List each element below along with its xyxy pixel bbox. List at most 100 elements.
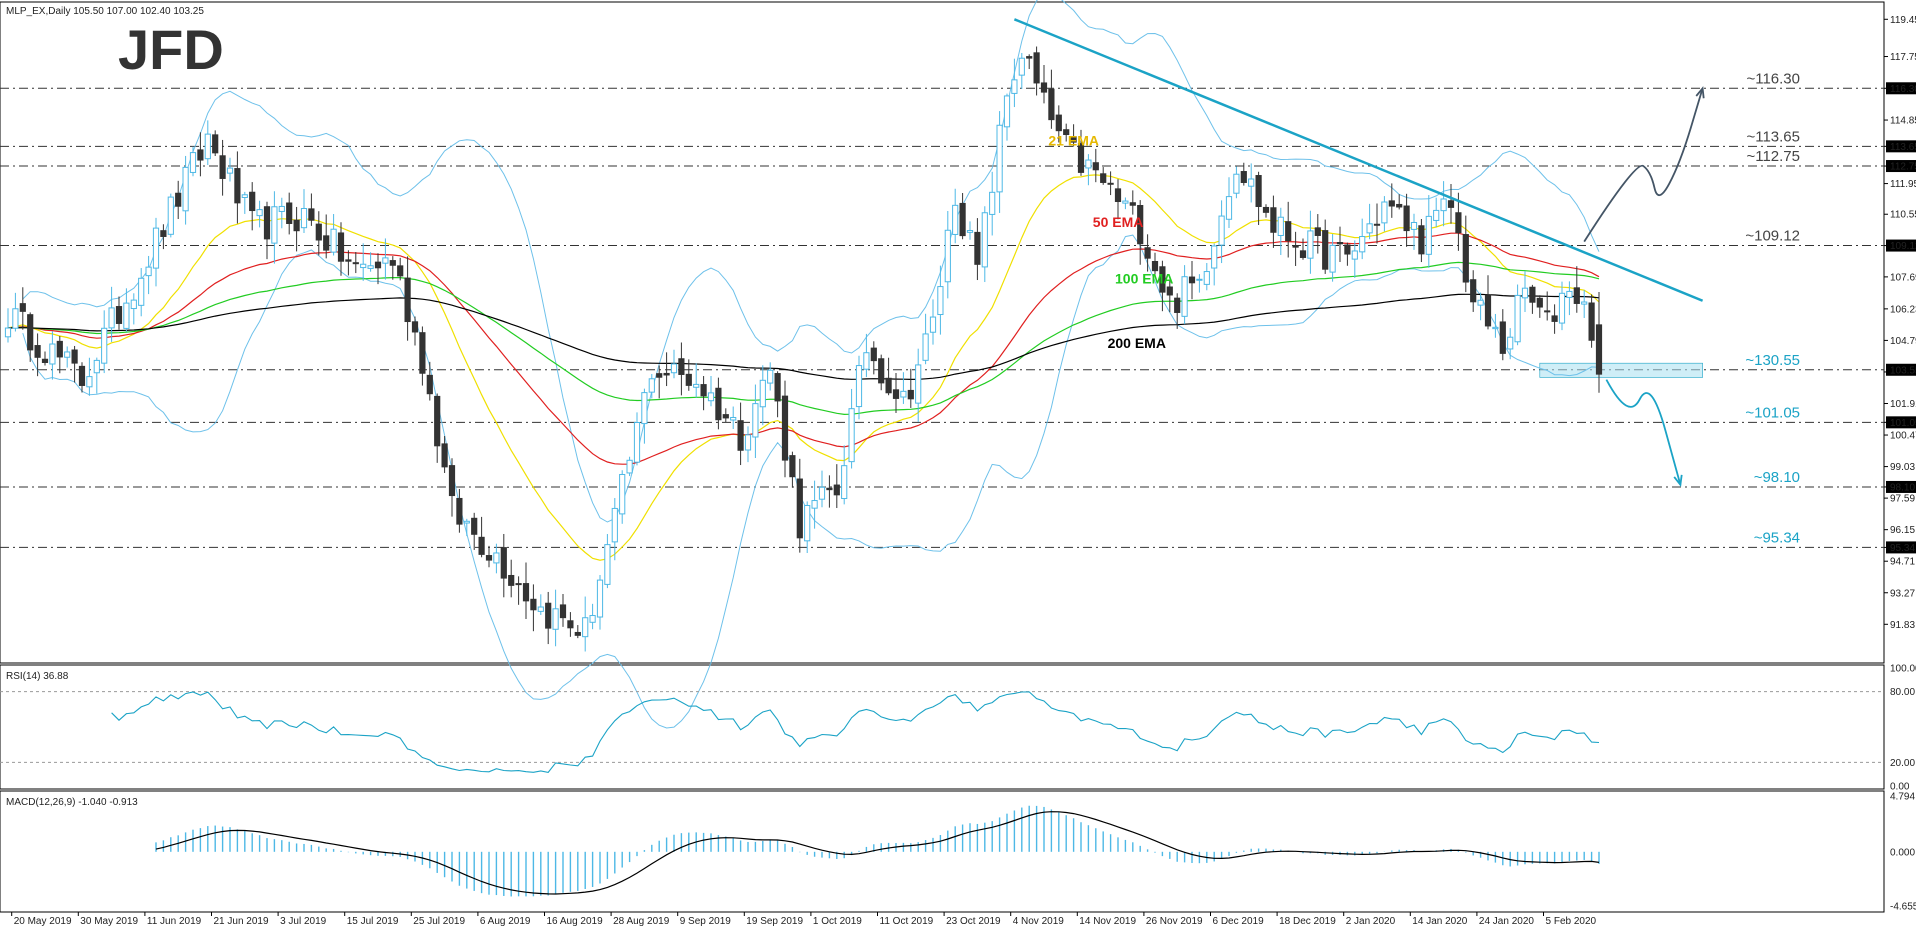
- x-tick-label: 6 Dec 2019: [1213, 916, 1265, 927]
- candle-body: [1388, 200, 1395, 207]
- y-tick-box: [1886, 140, 1916, 153]
- candle-body: [1144, 247, 1151, 259]
- candle-body: [1314, 227, 1321, 236]
- candle-body: [404, 277, 411, 323]
- candle-body: [323, 235, 330, 251]
- y-tick-label: 99.03: [1890, 462, 1915, 473]
- candle-body: [1529, 286, 1536, 303]
- candle-body: [878, 358, 885, 384]
- candle-body: [781, 395, 789, 461]
- candle-body: [633, 422, 641, 463]
- candle-body: [1114, 188, 1122, 203]
- candle-body: [981, 212, 988, 268]
- candle-body: [1477, 299, 1484, 306]
- y-tick-label: 98.10: [1890, 482, 1915, 493]
- y-tick-label: 106.23: [1890, 304, 1916, 315]
- candles: [4, 46, 1603, 652]
- trendline: [1013, 18, 1704, 302]
- candle-body: [1100, 173, 1107, 183]
- x-tick-label: 4 Nov 2019: [1013, 916, 1065, 927]
- ema-line: [7, 261, 1600, 416]
- candle-body: [1018, 57, 1025, 76]
- y-tick-label: 91.83: [1890, 620, 1915, 631]
- candle-body: [1366, 223, 1373, 234]
- candle-body: [619, 473, 626, 515]
- candle-body: [34, 345, 41, 358]
- candle-body: [826, 487, 833, 491]
- y-tick-label: 100.47: [1890, 431, 1916, 442]
- candle-body: [101, 327, 108, 364]
- level-label: ~95.34: [1754, 529, 1800, 546]
- candle-body: [204, 133, 211, 160]
- candle-body: [537, 606, 544, 612]
- x-tick-label: 15 Jul 2019: [347, 916, 399, 927]
- candle-body: [1410, 221, 1418, 230]
- candle-body: [1011, 79, 1018, 94]
- candle-body: [1433, 209, 1440, 221]
- candle-body: [929, 316, 937, 333]
- macd-tick-label: 0.000: [1890, 847, 1915, 858]
- macd-panel-frame: [0, 790, 1885, 913]
- y-tick-label: 95.34: [1890, 543, 1915, 554]
- y-tick-label: 113.65: [1890, 142, 1916, 153]
- candle-body: [1418, 225, 1425, 255]
- candle-body: [863, 352, 870, 370]
- candle-body: [1166, 286, 1173, 296]
- brand-logo: JFD: [118, 18, 224, 81]
- candle-body: [1218, 215, 1225, 246]
- candle-body: [1033, 52, 1040, 84]
- ema-label: 100 EMA: [1115, 271, 1173, 287]
- bollinger-bands: [22, 0, 1600, 729]
- level-label: ~101.05: [1745, 404, 1800, 421]
- x-tick-label: 5 Feb 2020: [1546, 916, 1597, 927]
- candle-body: [263, 206, 271, 240]
- candle-body: [1492, 326, 1499, 330]
- candle-body: [182, 166, 189, 212]
- x-tick-label: 2 Jan 2020: [1346, 916, 1396, 927]
- candle-body: [130, 299, 137, 310]
- candle-body: [138, 277, 145, 306]
- candle-body: [515, 583, 522, 586]
- level-label: ~113.65: [1746, 128, 1800, 145]
- candle-body: [1322, 230, 1329, 270]
- candle-body: [1188, 276, 1196, 284]
- y-tick-label: 104.79: [1890, 336, 1916, 347]
- candle-body: [434, 395, 441, 447]
- candle-body: [241, 194, 248, 198]
- candle-body: [774, 373, 781, 402]
- candle-body: [463, 520, 470, 524]
- candle-body: [286, 202, 293, 224]
- y-tick-label: 101.05: [1890, 418, 1916, 429]
- candle-body: [1484, 294, 1492, 327]
- candle-body: [885, 377, 892, 394]
- candle-body: [1255, 175, 1262, 208]
- candle-body: [382, 257, 389, 264]
- ema-label: 200 EMA: [1108, 335, 1166, 351]
- rsi-panel-frame: [0, 664, 1885, 790]
- candle-body: [456, 497, 463, 525]
- candle-body: [1040, 82, 1048, 93]
- candle-body: [493, 552, 500, 564]
- candle-body: [1003, 95, 1011, 128]
- candle-body: [1137, 205, 1144, 245]
- candle-body: [293, 219, 300, 232]
- x-tick-label: 20 May 2019: [14, 916, 72, 927]
- candle-body: [804, 504, 811, 542]
- candle-body: [596, 579, 604, 618]
- macd-layer: [155, 805, 1600, 897]
- candle-body: [315, 223, 322, 241]
- candle-body: [1248, 178, 1255, 187]
- candle-body: [1181, 276, 1188, 317]
- candle-body: [1092, 162, 1099, 171]
- candle-body: [86, 376, 93, 388]
- candle-body: [656, 373, 663, 378]
- candle-body: [152, 227, 160, 269]
- candle-body: [1225, 196, 1233, 220]
- candle-body: [722, 414, 729, 419]
- candle-body: [78, 365, 86, 386]
- candle-body: [737, 420, 744, 451]
- x-tick-label: 26 Nov 2019: [1146, 916, 1203, 927]
- candle-body: [545, 602, 552, 629]
